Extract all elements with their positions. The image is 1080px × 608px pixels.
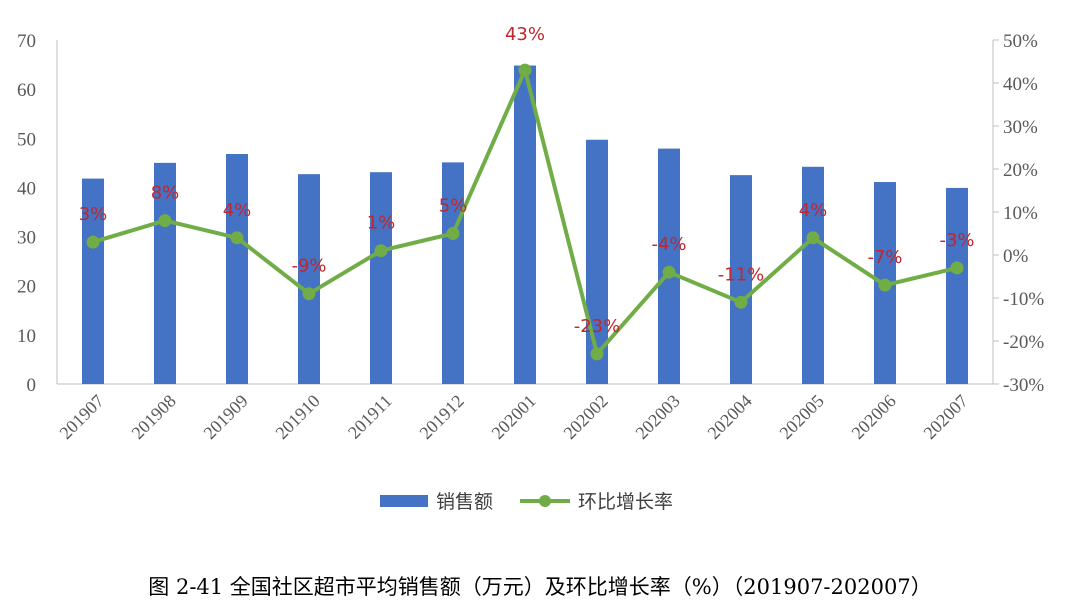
- left-tick-label: 50: [17, 129, 36, 150]
- growth-data-label: -7%: [867, 247, 902, 268]
- bar-202004: [730, 175, 752, 384]
- figure-caption: 图 2-41 全国社区超市平均销售额（万元）及环比增长率（%）（201907-2…: [148, 575, 931, 599]
- category-label: 202005: [776, 391, 828, 443]
- sales-bars: [82, 65, 968, 384]
- growth-data-label: 5%: [439, 196, 468, 217]
- category-label: 201910: [272, 391, 324, 443]
- category-label: 202007: [920, 391, 972, 443]
- growth-point-202001: [518, 63, 532, 77]
- bar-202001: [514, 65, 536, 384]
- right-tick-label: 30%: [1003, 117, 1038, 138]
- bar-201907: [82, 178, 104, 384]
- growth-data-label: -23%: [574, 316, 621, 337]
- growth-line: 3% 8% 4% -9% 1% 5% 43% -23% -4% -11% 4% -7% -3%: [79, 24, 975, 361]
- growth-data-label: 1%: [367, 213, 396, 234]
- growth-point-201911: [374, 244, 388, 258]
- left-tick-label: 0: [27, 375, 37, 396]
- category-label: 202003: [632, 391, 684, 443]
- bar-201910: [298, 174, 320, 384]
- right-tick-label: 20%: [1003, 160, 1038, 181]
- category-label: 201912: [416, 391, 468, 443]
- left-tick-label: 30: [17, 228, 36, 249]
- growth-point-202002: [590, 347, 604, 361]
- growth-data-label: -4%: [651, 234, 686, 255]
- category-label: 201911: [344, 391, 396, 443]
- legend-label-growth: 环比增长率: [578, 491, 673, 513]
- category-label: 202006: [848, 391, 900, 443]
- category-label: 201907: [56, 391, 108, 443]
- growth-data-label: -3%: [939, 230, 974, 251]
- left-tick-label: 10: [17, 326, 36, 347]
- growth-data-label: 43%: [505, 24, 545, 45]
- category-label: 202002: [560, 391, 612, 443]
- left-tick-label: 40: [17, 178, 36, 199]
- right-tick-label: 40%: [1003, 74, 1038, 95]
- category-label: 201908: [128, 391, 180, 443]
- left-tick-label: 70: [17, 31, 36, 52]
- legend: 销售额 环比增长率: [380, 491, 673, 513]
- bar-201909: [226, 154, 248, 384]
- growth-point-202007: [950, 261, 964, 275]
- growth-data-label: 4%: [799, 200, 828, 221]
- growth-point-201907: [86, 235, 100, 249]
- growth-point-201909: [230, 231, 244, 245]
- left-tick-label: 20: [17, 277, 36, 298]
- category-labels: 201907 201908 201909 201910 201911 201912 2020…: [56, 391, 972, 443]
- growth-point-202004: [734, 295, 748, 309]
- bar-201911: [370, 172, 392, 384]
- bar-202005: [802, 166, 824, 384]
- right-tick-label: 0%: [1003, 246, 1029, 267]
- growth-data-label: 8%: [151, 183, 180, 204]
- growth-point-202006: [878, 278, 892, 292]
- category-label: 201909: [200, 391, 252, 443]
- growth-data-label: 4%: [223, 200, 252, 221]
- growth-point-201908: [158, 214, 172, 228]
- right-tick-label: -20%: [1003, 332, 1044, 353]
- legend-label-sales: 销售额: [436, 491, 493, 513]
- left-tick-label: 60: [17, 80, 36, 101]
- growth-point-202005: [806, 231, 820, 245]
- right-tick-label: -30%: [1003, 375, 1044, 396]
- legend-swatch-growth-marker: [539, 495, 551, 507]
- bar-202002: [586, 139, 608, 384]
- right-axis: -30% -20% -10% 0% 10% 20% 30% 40% 50%: [992, 31, 1044, 396]
- bar-202007: [946, 187, 968, 384]
- growth-data-label: -11%: [718, 264, 765, 285]
- category-label: 202001: [488, 391, 540, 443]
- legend-swatch-sales: [380, 495, 428, 507]
- right-tick-label: 50%: [1003, 31, 1038, 52]
- growth-data-label: -9%: [291, 256, 326, 277]
- right-tick-label: -10%: [1003, 289, 1044, 310]
- growth-point-202003: [662, 265, 676, 279]
- growth-point-201912: [446, 227, 460, 240]
- category-label: 202004: [704, 391, 756, 443]
- right-tick-label: 10%: [1003, 203, 1038, 224]
- growth-point-201910: [302, 287, 316, 301]
- growth-data-label: 3%: [79, 204, 108, 225]
